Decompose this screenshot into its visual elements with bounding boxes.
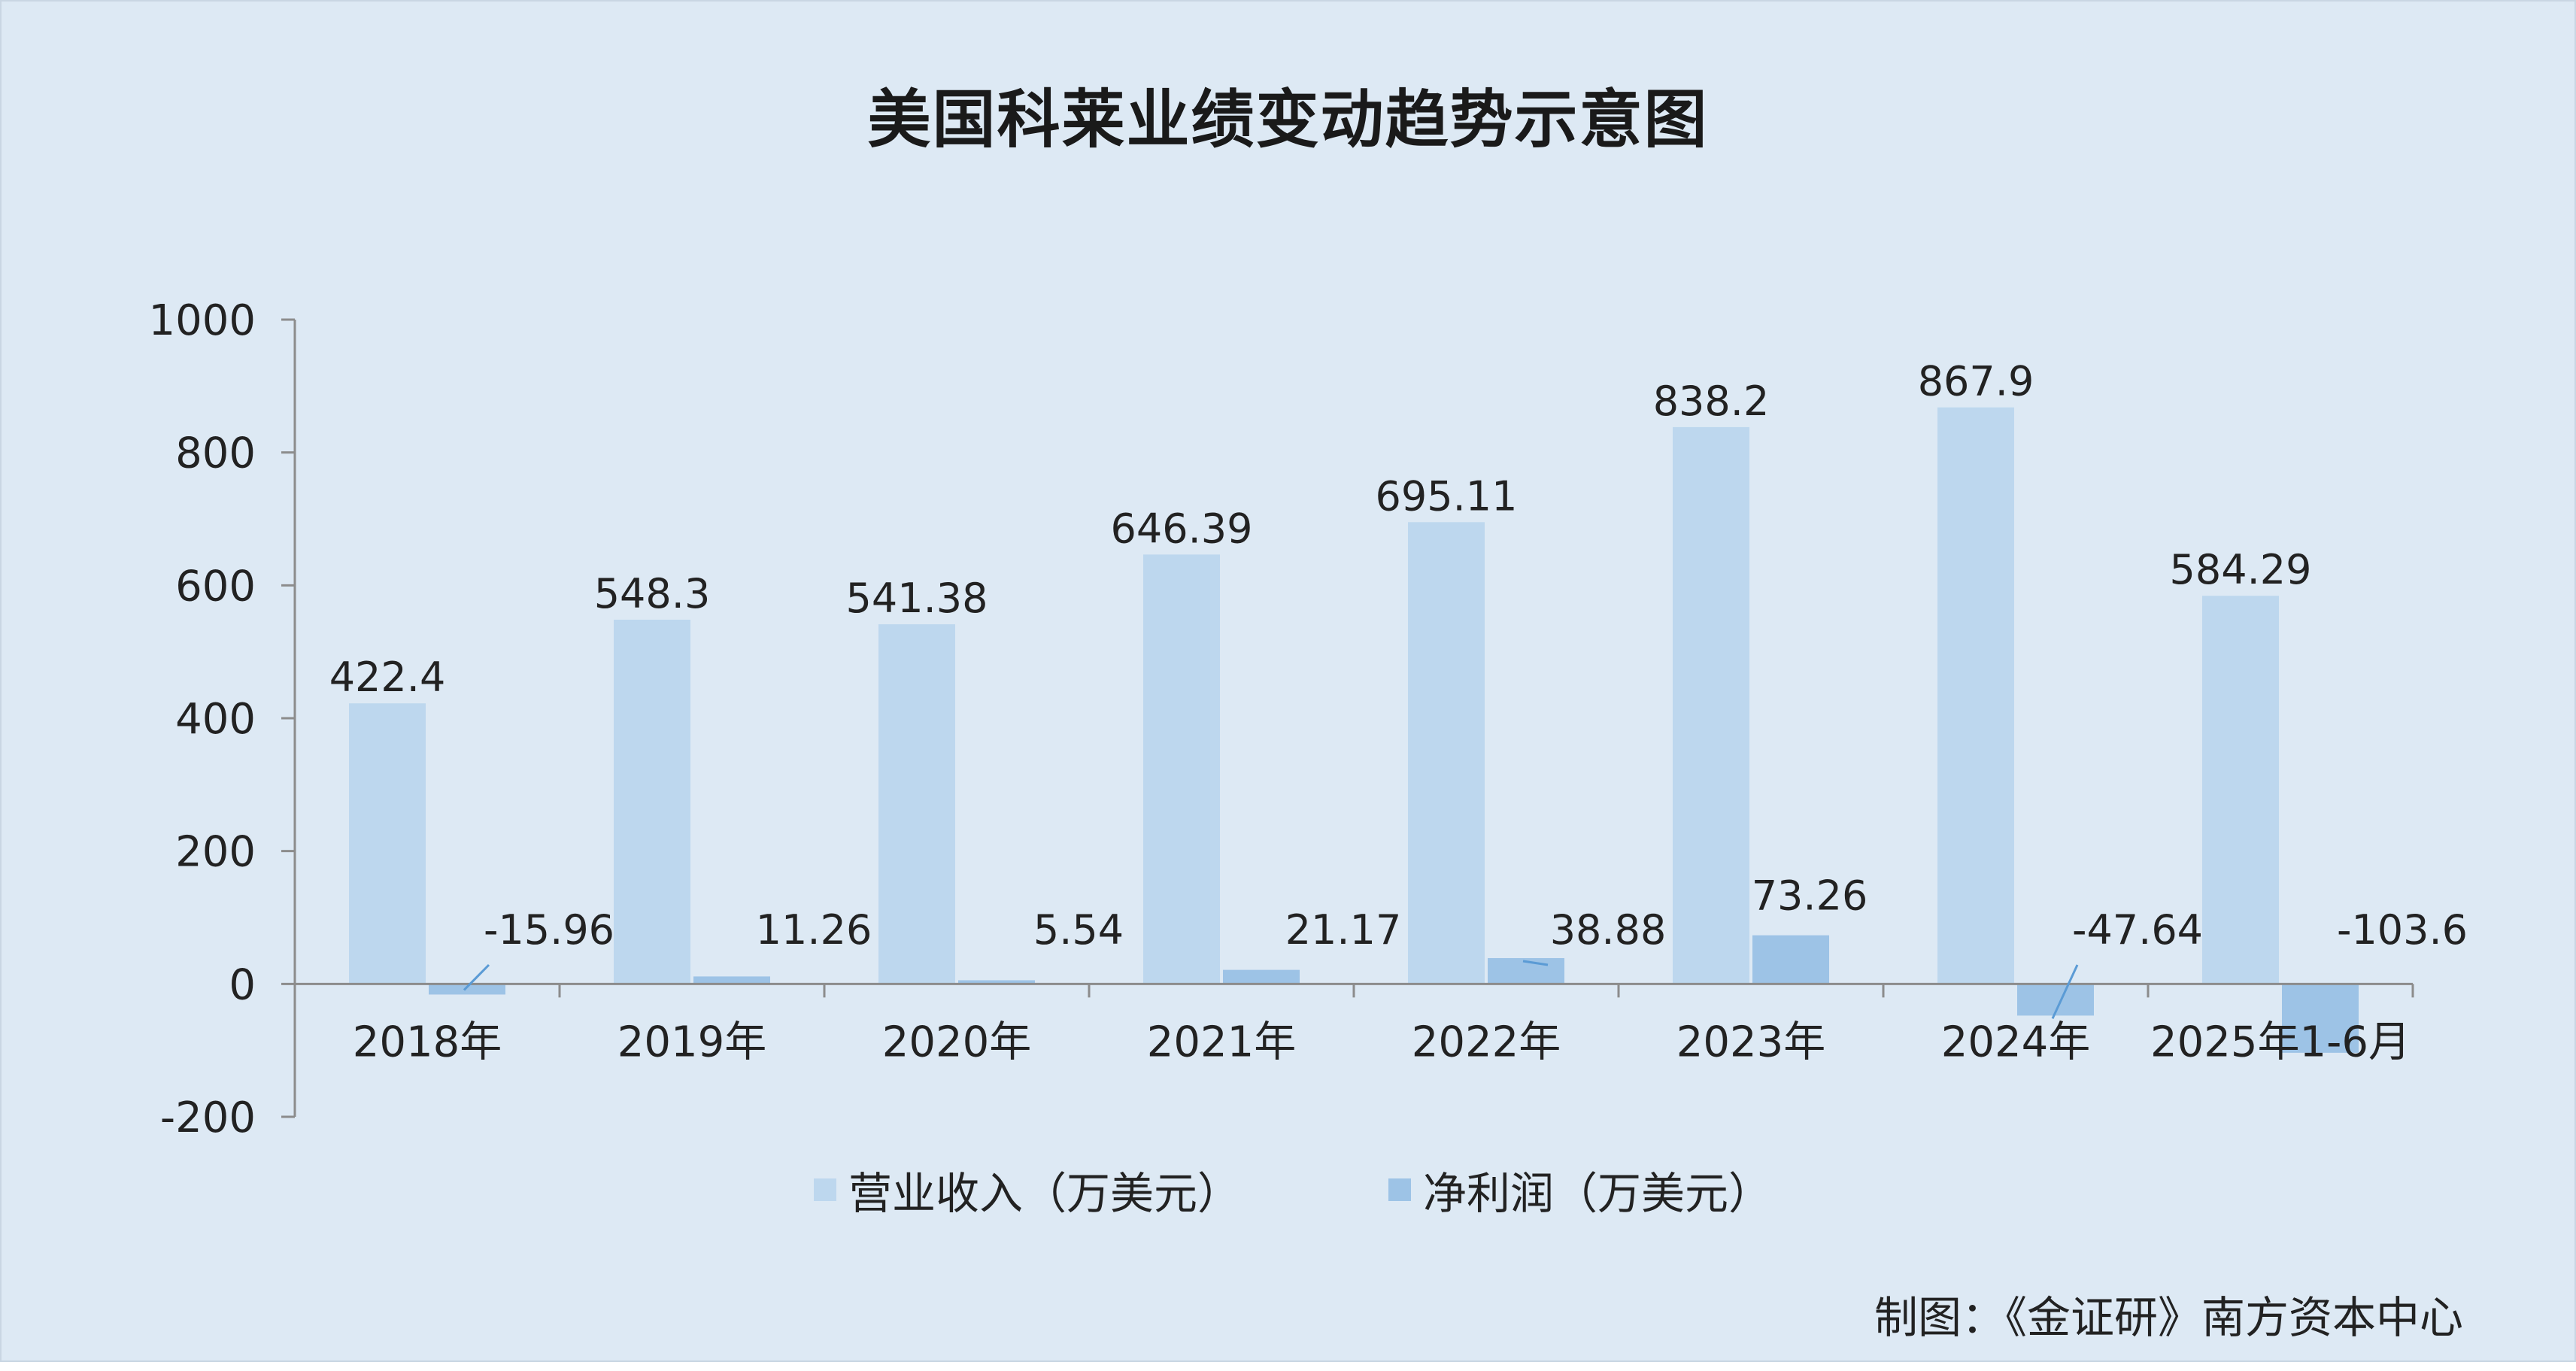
bar-profit — [429, 984, 505, 995]
bar-revenue — [1937, 407, 2014, 984]
data-label-revenue: 422.4 — [329, 654, 446, 701]
leader-line — [2051, 964, 2079, 1020]
legend-swatch-revenue — [814, 1178, 836, 1201]
bar-profit — [1752, 935, 1829, 984]
bar-profit — [1223, 969, 1300, 984]
x-tick-label: 2025年1-6月 — [2150, 1018, 2411, 1066]
y-tick-label: -200 — [160, 1093, 256, 1142]
y-tick-label: 600 — [175, 562, 256, 611]
bar-revenue — [1143, 554, 1220, 984]
bar-revenue — [1408, 522, 1485, 984]
x-tick-label: 2023年 — [1676, 1018, 1826, 1066]
data-label-revenue: 548.3 — [594, 570, 711, 617]
bar-profit — [2282, 984, 2359, 1053]
data-label-profit: -103.6 — [2337, 906, 2468, 954]
data-label-revenue: 695.11 — [1376, 472, 1518, 520]
data-label-profit: -47.64 — [2072, 906, 2203, 954]
y-tick-label: 400 — [175, 695, 256, 744]
x-tick-label: 2020年 — [882, 1018, 1032, 1066]
y-tick-label: 1000 — [148, 296, 256, 345]
legend-label-profit: 净利润（万美元） — [1423, 1168, 1773, 1219]
x-tick-label: 2019年 — [617, 1018, 767, 1066]
bar-revenue — [878, 624, 955, 984]
data-label-profit: 73.26 — [1752, 872, 1868, 920]
legend-item-profit: 净利润（万美元） — [1388, 1158, 1772, 1221]
leader-line — [463, 963, 490, 991]
credit-text: 制图：《金证研》南方资本中心 — [1874, 1292, 2463, 1343]
bar-profit — [958, 980, 1035, 984]
data-label-profit: 5.54 — [1033, 906, 1124, 954]
data-label-profit: 11.26 — [756, 906, 872, 954]
data-label-profit: -15.96 — [484, 906, 614, 954]
legend-label-revenue: 营业收入（万美元） — [848, 1168, 1242, 1219]
data-label-revenue: 584.29 — [2170, 546, 2312, 593]
bar-revenue — [349, 703, 426, 984]
data-label-revenue: 541.38 — [846, 575, 988, 622]
legend-item-revenue: 营业收入（万美元） — [814, 1158, 1241, 1221]
data-label-profit: 38.88 — [1550, 906, 1667, 954]
leader-line — [1522, 960, 1549, 966]
x-tick-label: 2022年 — [1412, 1018, 1561, 1066]
y-tick-label: 200 — [175, 828, 256, 877]
x-tick-label: 2021年 — [1147, 1018, 1297, 1066]
data-label-revenue: 646.39 — [1111, 505, 1253, 552]
data-label-profit: 21.17 — [1285, 906, 1402, 954]
bar-revenue — [2202, 596, 2279, 984]
bar-revenue — [1673, 426, 1749, 984]
bar-revenue — [614, 620, 690, 984]
y-tick-label: 800 — [175, 429, 256, 478]
data-label-revenue: 867.9 — [1918, 358, 2034, 405]
data-label-revenue: 838.2 — [1653, 378, 1770, 425]
chart-title: 美国科莱业绩变动趋势示意图 — [867, 83, 1709, 156]
x-tick-label: 2024年 — [1941, 1018, 2091, 1066]
x-tick-label: 2018年 — [353, 1018, 502, 1066]
bar-profit — [693, 976, 770, 984]
y-tick-label: 0 — [229, 960, 256, 1009]
legend-swatch-profit — [1388, 1178, 1411, 1201]
